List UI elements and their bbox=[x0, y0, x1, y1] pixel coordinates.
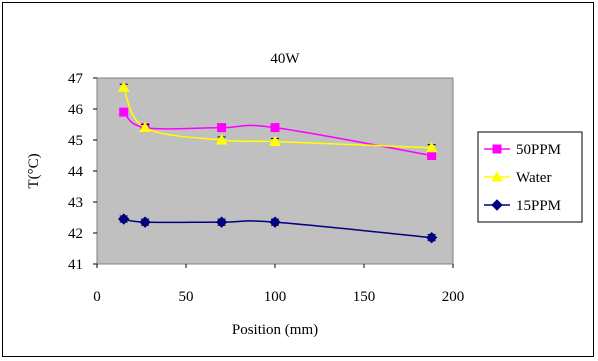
data-point bbox=[425, 141, 438, 153]
series-line bbox=[123, 111, 432, 157]
plot-area bbox=[96, 77, 454, 265]
legend: 50PPM Water 15PPM bbox=[477, 131, 583, 223]
chart-title: 40W bbox=[270, 51, 300, 67]
x-tick-label: 0 bbox=[93, 289, 101, 305]
legend-marker bbox=[491, 199, 503, 211]
x-axis-ticks: 0 50 100 150 200 bbox=[93, 264, 464, 305]
legend-item: 50PPM bbox=[484, 142, 561, 158]
y-axis-label: T(°C) bbox=[26, 153, 42, 188]
data-point bbox=[425, 231, 438, 244]
data-point bbox=[270, 123, 280, 133]
x-tick-label: 150 bbox=[353, 289, 376, 305]
y-tick-label: 44 bbox=[68, 164, 84, 180]
series-line bbox=[123, 218, 432, 239]
legend-label: 50PPM bbox=[516, 142, 561, 158]
y-tick-label: 43 bbox=[68, 195, 83, 211]
x-tick-label: 50 bbox=[179, 289, 194, 305]
data-point bbox=[269, 135, 281, 147]
y-tick-label: 46 bbox=[68, 102, 84, 118]
legend-label: 15PPM bbox=[516, 198, 561, 214]
y-tick-label: 47 bbox=[68, 71, 84, 87]
legend-item: 15PPM bbox=[484, 198, 561, 214]
data-point bbox=[215, 216, 228, 228]
legend-marker bbox=[492, 144, 502, 154]
data-point bbox=[117, 213, 130, 225]
data-point bbox=[217, 123, 227, 133]
x-tick-label: 100 bbox=[264, 289, 287, 305]
data-point bbox=[119, 107, 129, 117]
legend-label: Water bbox=[516, 170, 551, 186]
series-15ppm bbox=[117, 213, 438, 244]
y-axis-ticks: 41 42 43 44 45 46 47 bbox=[68, 71, 97, 273]
y-tick-label: 45 bbox=[68, 133, 83, 149]
x-tick-label: 200 bbox=[442, 289, 465, 305]
series-layer bbox=[117, 81, 438, 244]
data-point bbox=[427, 151, 437, 160]
legend-marker bbox=[491, 170, 503, 182]
data-point bbox=[139, 216, 151, 228]
data-point bbox=[269, 216, 281, 228]
series-water bbox=[117, 81, 438, 153]
series-line bbox=[123, 86, 432, 149]
legend-item: Water bbox=[484, 170, 551, 186]
x-axis-label: Position (mm) bbox=[232, 322, 318, 338]
data-point bbox=[215, 133, 228, 145]
data-point bbox=[117, 81, 130, 92]
y-tick-label: 42 bbox=[68, 226, 83, 242]
data-point bbox=[139, 121, 151, 133]
y-tick-label: 41 bbox=[68, 257, 83, 273]
